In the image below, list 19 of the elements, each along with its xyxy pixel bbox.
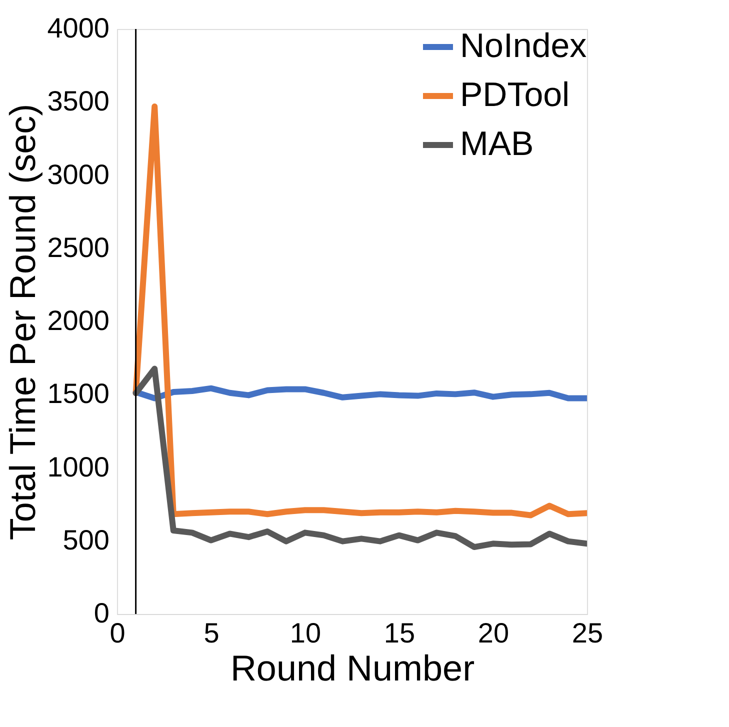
x-tick-label: 5 <box>204 618 220 648</box>
y-tick-label: 2500 <box>47 232 110 263</box>
legend-label: MAB <box>460 125 534 163</box>
y-tick-label: 4000 <box>47 12 110 44</box>
y-tick-label: 3000 <box>47 158 110 190</box>
legend-label: NoIndex <box>460 27 587 65</box>
x-tick-label: 25 <box>572 618 604 648</box>
y-tick-label: 1000 <box>47 451 110 482</box>
legend-label: PDTool <box>460 76 570 114</box>
y-tick-label: 1500 <box>47 378 110 410</box>
x-axis-title: Round Number <box>230 648 475 688</box>
y-tick-label: 0 <box>94 598 110 628</box>
y-tick-label: 500 <box>62 524 110 556</box>
y-tick-label: 3500 <box>47 86 110 117</box>
y-tick-label: 2000 <box>47 305 110 336</box>
x-tick-label: 20 <box>478 618 510 648</box>
x-tick-label: 15 <box>384 618 416 648</box>
x-tick-label: 10 <box>290 618 322 648</box>
y-axis-title: Total Time Per Round (sec) <box>2 104 44 540</box>
